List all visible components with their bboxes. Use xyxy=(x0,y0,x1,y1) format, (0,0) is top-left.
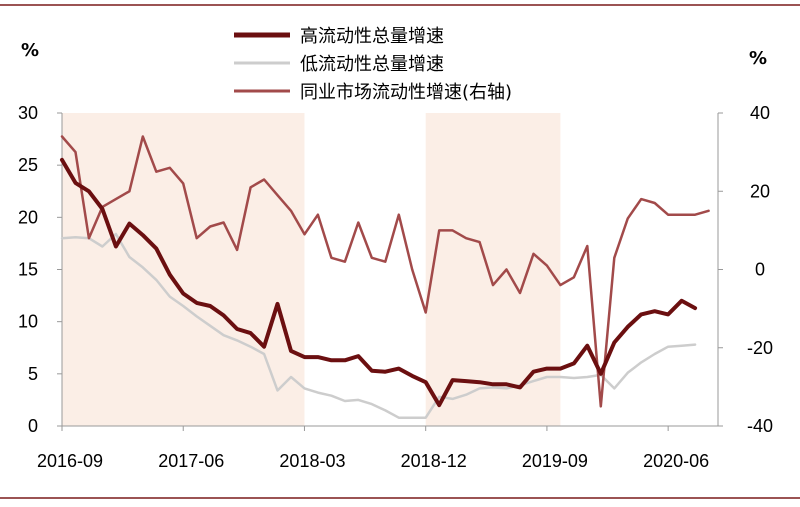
x-tick-label: 2020-06 xyxy=(643,451,709,471)
y-left-tick-label: 20 xyxy=(18,207,38,227)
y-left-tick-label: 10 xyxy=(18,312,38,332)
series-line-high xyxy=(60,157,698,408)
x-tick-label: 2018-12 xyxy=(401,451,467,471)
y-right-tick-label: -20 xyxy=(747,338,773,358)
y-right-tick-label: -40 xyxy=(747,416,773,436)
shaded-period-2 xyxy=(425,113,561,426)
left-axis-unit: % xyxy=(21,40,39,61)
y-left-tick-label: 0 xyxy=(28,416,38,436)
x-tick-label: 2017-06 xyxy=(158,451,224,471)
series-lines xyxy=(60,135,710,419)
legend: 高流动性总量增速 低流动性总量增速 同业市场流动性增速(右轴) xyxy=(234,26,512,103)
legend-label-peer: 同业市场流动性增速(右轴) xyxy=(300,82,512,103)
series-line-peer xyxy=(60,135,710,408)
y-right-tick-label: 20 xyxy=(750,181,770,201)
legend-label-high: 高流动性总量增速 xyxy=(300,26,444,47)
y-left-tick-label: 30 xyxy=(18,103,38,123)
x-tick-label: 2016-09 xyxy=(37,451,103,471)
series-line-low xyxy=(60,232,697,419)
shaded-period-1 xyxy=(62,113,305,426)
shaded-periods xyxy=(62,113,561,426)
legend-label-low: 低流动性总量增速 xyxy=(300,54,444,75)
y-left-tick-label: 5 xyxy=(28,364,38,384)
y-right-tick-label: 40 xyxy=(750,103,770,123)
x-tick-label: 2019-09 xyxy=(522,451,588,471)
y-left-tick-label: 15 xyxy=(18,260,38,280)
right-axis-unit: % xyxy=(749,48,767,69)
axes: 30 25 20 15 10 5 0 40 20 0 -20 -40 2016-09 2017-06 201… xyxy=(18,103,773,471)
y-left-tick-label: 25 xyxy=(18,155,38,175)
y-right-tick-label: 0 xyxy=(755,260,765,280)
x-tick-label: 2018-03 xyxy=(279,451,345,471)
